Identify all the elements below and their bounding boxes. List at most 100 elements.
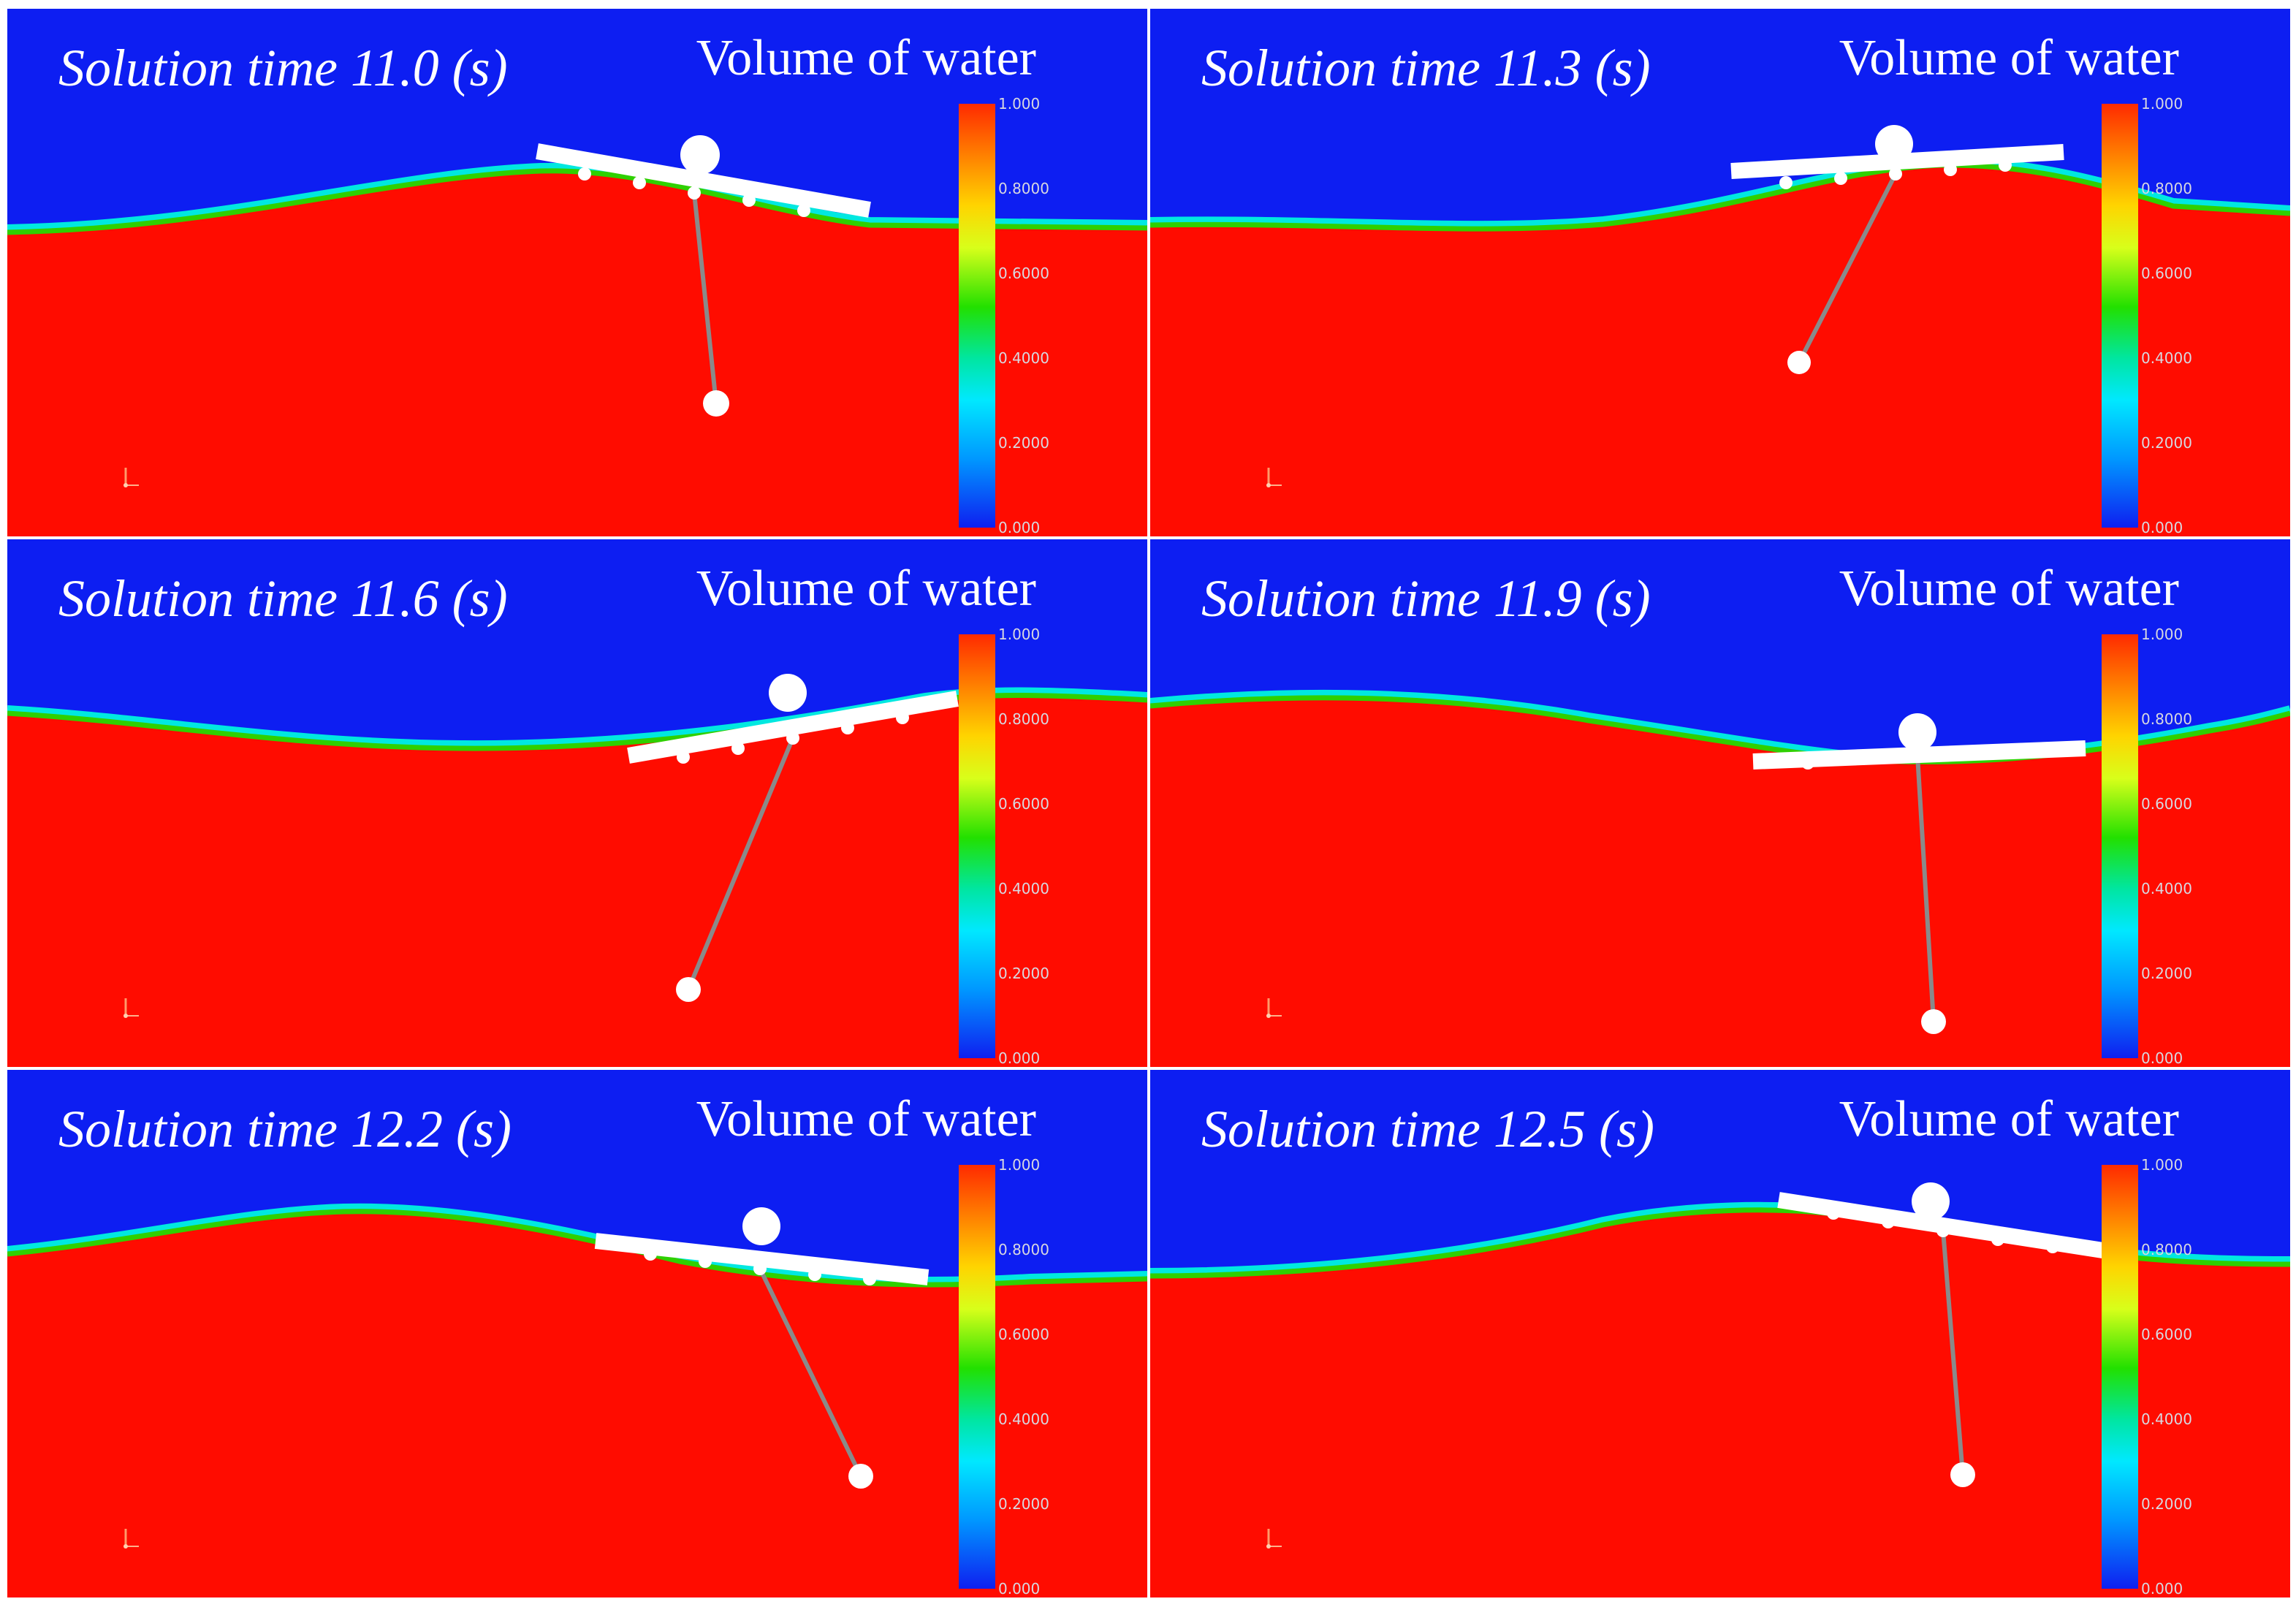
water-region <box>1150 1209 2290 1597</box>
axis-triad-icon <box>1266 468 1282 487</box>
free-surface-line <box>7 168 1147 235</box>
buoy <box>769 674 807 712</box>
colorbar-tick-label: 1.000 <box>998 95 1041 113</box>
simulation-panel: Solution time 11.6 (s) Volume of water 1.0… <box>7 539 1147 1067</box>
float-node <box>633 176 646 189</box>
colorbar <box>2102 634 2138 1058</box>
colorbar <box>959 104 995 528</box>
volume-fraction-field <box>1150 1070 2290 1597</box>
colorbar-tick-label: 0.000 <box>998 519 1041 536</box>
volume-fraction-field <box>1150 9 2290 536</box>
colorbar-tick-label: 0.6000 <box>998 265 1049 282</box>
float-node <box>677 751 690 764</box>
mooring-line <box>1915 755 1936 1022</box>
colorbar-tick-label: 0.2000 <box>998 1495 1049 1513</box>
colorbar-tick-label: 0.8000 <box>2141 710 2192 728</box>
float-node <box>1779 176 1793 189</box>
floating-plate <box>594 1233 930 1285</box>
float-node <box>863 1272 876 1285</box>
colorbar-ticks: 1.000 0.8000 0.6000 0.4000 0.2000 0.000 <box>2141 626 2204 1067</box>
interface-band-cyan <box>1150 156 2290 230</box>
float-node <box>1991 1233 2004 1246</box>
colorbar <box>959 634 995 1058</box>
colorbar-tick-label: 0.6000 <box>998 795 1049 813</box>
colorbar <box>959 1165 995 1589</box>
axis-triad-icon <box>123 468 139 487</box>
colorbar-tick-label: 0.2000 <box>998 965 1049 982</box>
legend-title: Volume of water <box>1839 30 2179 86</box>
float-node <box>753 1262 767 1275</box>
colorbar-tick-label: 0.8000 <box>998 710 1049 728</box>
colorbar-tick-label: 0.2000 <box>2141 434 2192 452</box>
colorbar-ticks: 1.000 0.8000 0.6000 0.4000 0.2000 0.000 <box>998 95 1061 536</box>
mooring-line <box>758 1267 863 1478</box>
water-region <box>7 170 1147 536</box>
colorbar-tick-label: 0.4000 <box>998 1410 1049 1428</box>
volume-fraction-field <box>7 1070 1147 1597</box>
colorbar-ticks: 1.000 0.8000 0.6000 0.4000 0.2000 0.000 <box>998 626 1061 1067</box>
colorbar-tick-label: 0.2000 <box>2141 1495 2192 1513</box>
colorbar-tick-label: 0.6000 <box>2141 265 2192 282</box>
colorbar-tick-label: 1.000 <box>998 626 1041 643</box>
axis-triad-icon <box>123 998 139 1018</box>
simulation-panel: Solution time 11.3 (s) Volume of water 1.0… <box>1150 9 2290 536</box>
solution-time-label: Solution time 11.3 (s) <box>1201 39 1651 97</box>
float-node <box>786 732 799 745</box>
float-node <box>1944 163 1957 176</box>
buoy <box>1912 1182 1950 1220</box>
axis-triad-icon <box>1266 1529 1282 1549</box>
axis-triad-icon <box>1266 998 1282 1018</box>
colorbar-tick-label: 1.000 <box>2141 1156 2183 1174</box>
float-node <box>688 186 701 200</box>
buoy <box>680 135 720 175</box>
simulation-panel: Solution time 11.9 (s) Volume of water 1.0… <box>1150 539 2290 1067</box>
float-node <box>1801 756 1814 770</box>
colorbar-tick-label: 0.8000 <box>2141 180 2192 197</box>
colorbar-tick-label: 0.8000 <box>998 180 1049 197</box>
float-node <box>808 1268 821 1281</box>
colorbar-tick-label: 0.8000 <box>2141 1241 2192 1258</box>
colorbar-tick-label: 0.6000 <box>2141 795 2192 813</box>
solution-time-label: Solution time 12.2 (s) <box>58 1100 512 1158</box>
volume-fraction-field <box>7 9 1147 536</box>
volume-fraction-field <box>1150 539 2290 1067</box>
solution-time-label: Solution time 12.5 (s) <box>1201 1100 1654 1158</box>
colorbar-tick-label: 0.8000 <box>998 1241 1049 1258</box>
float-node <box>1889 167 1902 181</box>
float-node <box>797 204 810 217</box>
colorbar-tick-label: 0.4000 <box>2141 880 2192 897</box>
colorbar-tick-label: 0.2000 <box>998 434 1049 452</box>
simulation-panel: Solution time 11.0 (s) Volume of water 1.0… <box>7 9 1147 536</box>
mooring-line <box>1941 1230 1965 1475</box>
volume-fraction-field <box>7 539 1147 1067</box>
colorbar-tick-label: 0.000 <box>2141 519 2183 536</box>
mooring-line <box>692 192 718 404</box>
colorbar-tick-label: 1.000 <box>998 1156 1041 1174</box>
mooring-line <box>1797 172 1898 364</box>
colorbar-tick-label: 0.2000 <box>2141 965 2192 982</box>
colorbar-ticks: 1.000 0.8000 0.6000 0.4000 0.2000 0.000 <box>998 1156 1061 1597</box>
solution-time-label: Solution time 11.0 (s) <box>58 39 508 97</box>
colorbar-tick-label: 0.4000 <box>2141 1410 2192 1428</box>
colorbar-tick-label: 0.000 <box>2141 1580 2183 1597</box>
water-region <box>7 1211 1147 1597</box>
interface-band-cyan <box>1150 689 2290 763</box>
float-node <box>1911 749 1924 762</box>
water-region <box>7 695 1147 1067</box>
float-node <box>1827 1207 1840 1220</box>
colorbar-tick-label: 0.4000 <box>998 349 1049 367</box>
float-node <box>2046 1240 2059 1253</box>
anchor-weight <box>1950 1462 1975 1487</box>
buoy <box>1875 125 1913 163</box>
float-node <box>1936 1224 1950 1237</box>
interface-band-cyan <box>7 162 1147 233</box>
solution-time-label: Solution time 11.9 (s) <box>1201 569 1651 628</box>
floating-plate <box>627 691 959 764</box>
axis-triad-icon <box>123 1529 139 1549</box>
buoy <box>1898 713 1936 751</box>
free-surface-line <box>1150 162 2290 232</box>
colorbar <box>2102 1165 2138 1589</box>
mooring-line <box>686 737 795 991</box>
float-node <box>896 711 909 724</box>
